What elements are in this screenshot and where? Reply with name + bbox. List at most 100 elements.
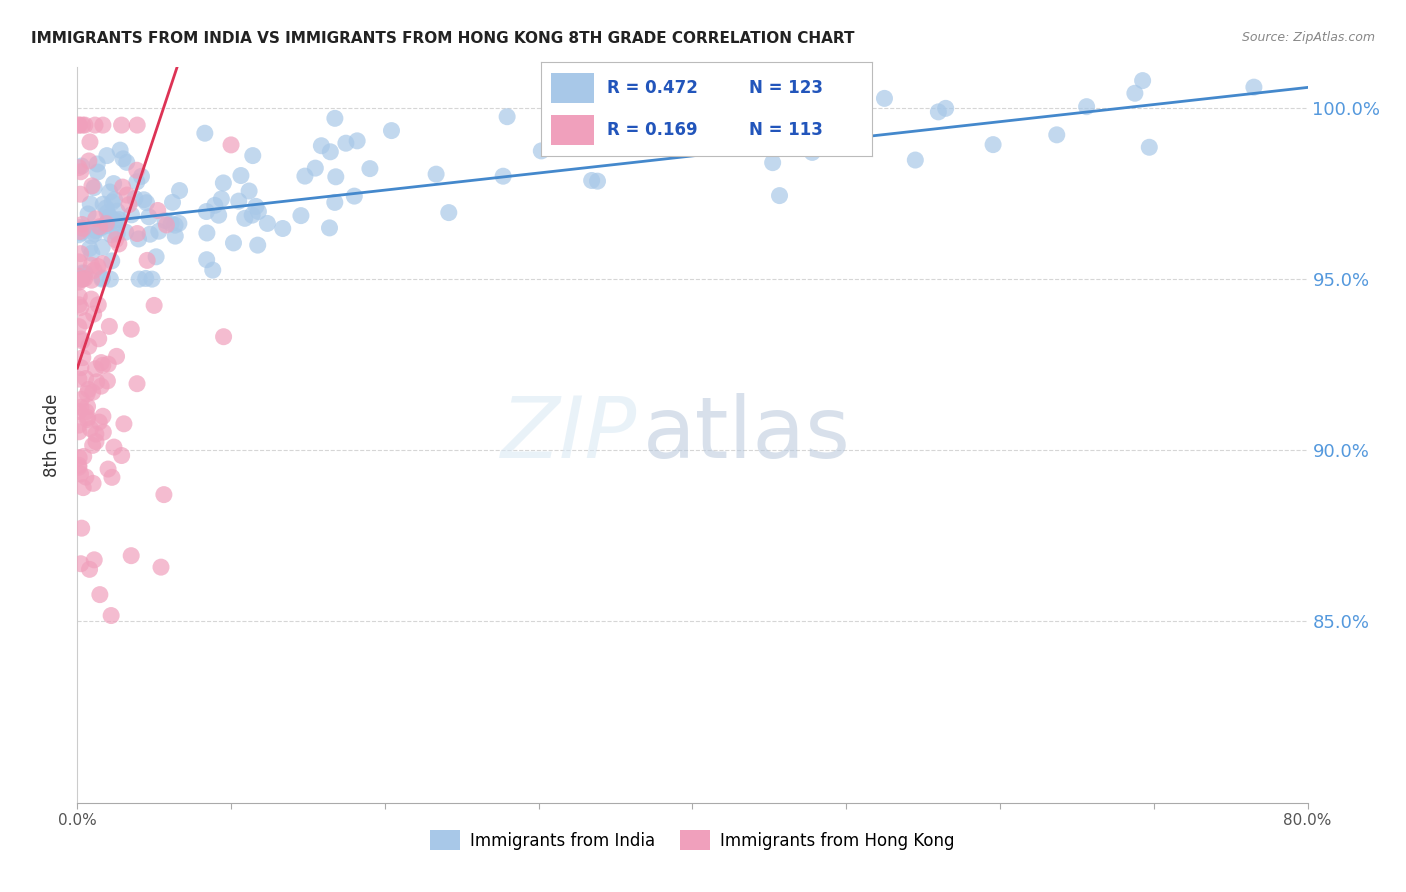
Point (108, 143, 131, 157)
Point (89, 219, 111, 234)
Point (67, 118, 90, 132)
Point (84, 434, 107, 449)
Point (69, 165, 91, 179)
Text: R = 0.169: R = 0.169 (607, 121, 697, 139)
Point (77, 153, 100, 168)
Point (67, 227, 90, 242)
Point (84, 224, 107, 238)
Point (935, 101, 957, 115)
Point (87, 298, 110, 312)
Point (96, 148, 118, 162)
Point (84, 211, 107, 226)
Point (111, 180, 134, 194)
Point (150, 560, 173, 574)
Point (70, 226, 93, 240)
Point (89, 415, 111, 429)
Point (72, 221, 94, 235)
Text: N = 113: N = 113 (749, 121, 824, 139)
Point (240, 208, 263, 222)
Point (67, 275, 90, 289)
Point (801, 145, 824, 160)
Point (162, 195, 184, 210)
Point (194, 126, 217, 140)
Point (96, 374, 118, 388)
Point (318, 220, 340, 235)
Point (125, 175, 148, 189)
Point (91, 118, 114, 132)
Point (76, 400, 98, 414)
Point (73, 450, 96, 464)
Point (80, 258, 103, 272)
Point (112, 152, 135, 166)
Point (128, 232, 150, 246)
Point (90, 379, 112, 393)
Point (83, 227, 105, 241)
Point (155, 218, 177, 232)
Point (233, 211, 256, 226)
Point (496, 110, 519, 124)
Point (167, 216, 190, 230)
Point (94, 201, 117, 215)
Point (83, 553, 105, 567)
Legend: Immigrants from India, Immigrants from Hong Kong: Immigrants from India, Immigrants from H… (423, 823, 962, 857)
Point (79, 241, 101, 255)
Point (91, 271, 114, 285)
Point (311, 138, 333, 153)
Point (77, 207, 100, 221)
Point (98, 185, 121, 199)
Point (73, 271, 96, 285)
Point (101, 470, 124, 484)
Point (105, 204, 128, 219)
Point (83, 263, 105, 277)
Point (67, 290, 90, 304)
Point (104, 213, 127, 227)
Point (245, 199, 267, 213)
Point (69, 401, 91, 415)
Point (195, 226, 218, 240)
Text: IMMIGRANTS FROM INDIA VS IMMIGRANTS FROM HONG KONG 8TH GRADE CORRELATION CHART: IMMIGRANTS FROM INDIA VS IMMIGRANTS FROM… (31, 31, 855, 46)
Bar (551, 73, 595, 103)
Point (108, 237, 131, 252)
Point (86, 165, 108, 179)
Point (80, 292, 103, 306)
Point (242, 148, 264, 162)
Point (346, 134, 368, 148)
Point (120, 549, 142, 563)
Point (86, 157, 108, 171)
Point (84, 427, 107, 442)
Point (67, 161, 90, 175)
Point (153, 488, 176, 502)
Point (67, 418, 90, 433)
Point (101, 195, 124, 210)
Point (581, 173, 603, 187)
Point (72, 272, 94, 286)
Point (67, 319, 90, 334)
Point (67, 298, 90, 312)
Point (115, 188, 138, 202)
Point (67, 255, 90, 269)
Point (70, 332, 93, 346)
Point (70, 218, 93, 232)
Point (67, 404, 90, 418)
Point (120, 322, 142, 336)
Point (70, 392, 93, 407)
Point (69, 467, 91, 481)
Point (100, 227, 122, 242)
Point (76, 410, 98, 425)
Point (530, 144, 553, 158)
Point (222, 235, 245, 250)
Point (1243, 80, 1265, 95)
Point (83, 180, 105, 194)
Point (219, 137, 242, 152)
Point (247, 204, 270, 219)
Point (91, 409, 114, 424)
Point (143, 298, 166, 312)
Bar (551, 115, 595, 145)
Point (75, 371, 97, 385)
Point (77, 339, 100, 353)
Point (112, 417, 135, 431)
Point (80, 178, 103, 193)
Point (80, 229, 103, 244)
Point (100, 272, 122, 286)
Point (762, 155, 785, 169)
